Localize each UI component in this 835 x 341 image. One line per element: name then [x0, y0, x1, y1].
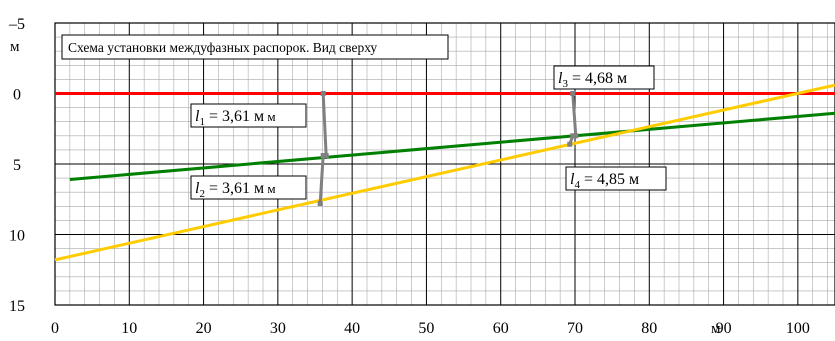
y-tick-label: 0	[13, 87, 21, 104]
x-axis-unit: м	[711, 321, 721, 336]
y-tick-label: 5	[13, 157, 21, 174]
plot-area-frame	[54, 22, 835, 306]
series-line-2	[69, 111, 835, 182]
spacer-end-marker	[567, 141, 573, 147]
spacer-end-marker	[573, 133, 579, 139]
x-tick-label: 0	[51, 320, 59, 336]
y-tick-label: 10	[9, 228, 25, 245]
spacer-label-box	[190, 103, 307, 128]
spacer-label-box	[565, 166, 667, 191]
x-tick-label: 70	[567, 320, 583, 336]
y-axis-unit: м	[10, 39, 20, 55]
chart-title-box: Схема установки междуфазных распорок. Ви…	[61, 34, 449, 60]
chart-title: Схема установки междуфазных распорок. Ви…	[68, 40, 377, 55]
spacer-label-1: l1 = 3,61 м м	[195, 108, 276, 128]
tick-labels: 0 10 20 30 40 50 60 70 80 90 100 –5 0 5 10 15	[8, 16, 810, 337]
x-tick-label: 100	[786, 320, 810, 336]
x-tick-label: 40	[344, 320, 360, 336]
spacer-labels: l1 = 3,61 м м l2 = 3,61 м м l3 = 4,68 м l4 …	[190, 65, 667, 200]
x-tick-label: 20	[196, 320, 212, 336]
y-tick-label: 15	[9, 298, 25, 315]
spacer-end-marker	[323, 153, 329, 159]
x-tick-label: 80	[641, 320, 657, 336]
spacer-label-3: l3 = 4,68 м	[558, 70, 627, 90]
spacer-label-box	[190, 175, 307, 200]
spacer-end-marker	[320, 91, 326, 96]
x-tick-label: 30	[270, 320, 286, 336]
y-tick-label: –5	[8, 16, 25, 33]
series-layer	[54, 83, 835, 262]
spacer-2	[318, 155, 325, 204]
spacer-end-marker	[570, 133, 576, 139]
spacer-1	[321, 93, 328, 156]
spacer-3	[571, 93, 578, 136]
series-line-3	[54, 83, 835, 262]
x-tick-label: 10	[121, 320, 137, 336]
x-tick-label: 90	[716, 320, 732, 336]
spacer-layer	[317, 91, 579, 206]
spacer-end-marker	[317, 200, 323, 206]
spacer-end-marker	[320, 153, 326, 159]
spacer-label-2: l2 = 3,61 м м	[195, 180, 276, 200]
x-tick-label: 50	[418, 320, 434, 336]
spacer-label-box	[553, 65, 655, 90]
spacer-end-marker	[570, 91, 576, 96]
x-tick-label: 60	[493, 320, 509, 336]
spacer-label-4: l4 = 4,85 м	[570, 171, 639, 191]
